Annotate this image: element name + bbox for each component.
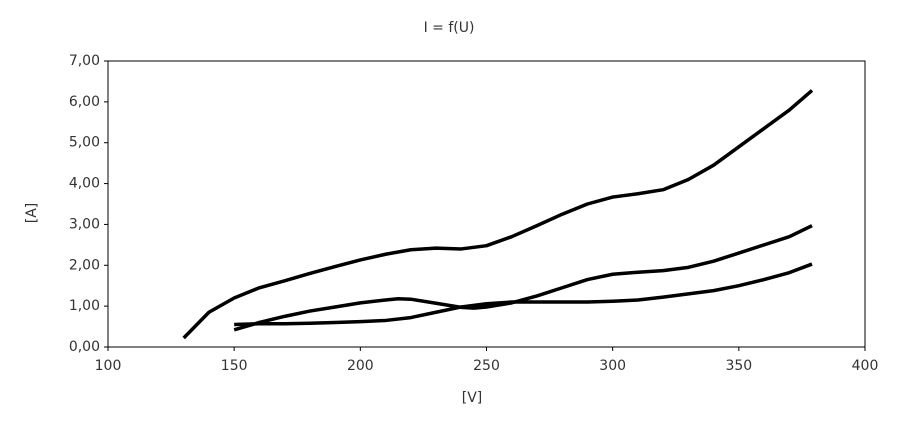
x-tick-label: 200: [347, 358, 374, 374]
x-tick-label: 150: [221, 358, 248, 374]
y-tick-label: 5,00: [69, 135, 100, 151]
x-tick-label: 250: [473, 358, 500, 374]
y-axis-label: [A]: [24, 203, 40, 224]
line-series: [182, 89, 814, 340]
line-series: [234, 262, 813, 327]
x-axis-label: [V]: [462, 390, 483, 406]
y-tick-label: 4,00: [69, 176, 100, 192]
x-tick-label: 400: [852, 358, 879, 374]
y-tick-label: 6,00: [69, 94, 100, 110]
y-tick-label: 0,00: [69, 339, 100, 355]
x-tick-label: 100: [95, 358, 122, 374]
line-series: [233, 224, 813, 332]
x-tick-label: 300: [599, 358, 626, 374]
y-tick-label: 7,00: [69, 53, 100, 69]
chart-title: I = f(U): [424, 20, 475, 36]
y-tick-label: 3,00: [69, 216, 100, 232]
x-tick-label: 350: [725, 358, 752, 374]
y-tick-label: 2,00: [69, 257, 100, 273]
y-tick-label: 1,00: [69, 298, 100, 314]
